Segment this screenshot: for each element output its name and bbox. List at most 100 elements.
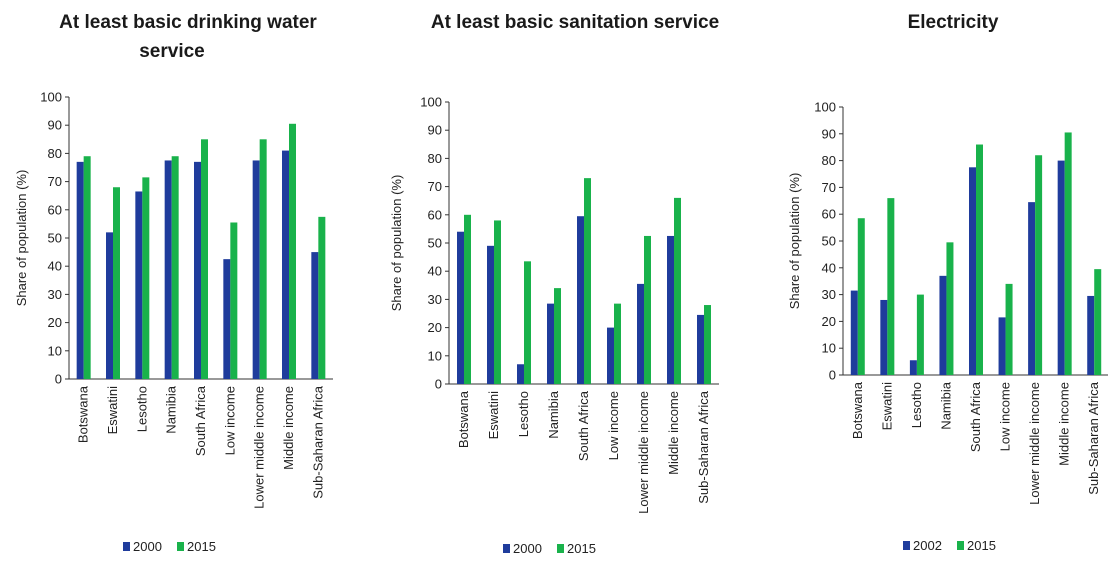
category-label: South Africa <box>193 385 208 456</box>
y-tick-label: 80 <box>48 146 62 161</box>
bar-2002-botswana <box>850 290 858 375</box>
y-axis-label: Share of population (%) <box>389 175 404 312</box>
category-label: Eswatini <box>879 382 894 431</box>
category-label: Namibia <box>938 381 953 429</box>
y-tick-label: 70 <box>48 174 62 189</box>
y-tick-label: 30 <box>428 292 442 307</box>
y-tick-label: 50 <box>822 234 836 249</box>
y-tick-label: 100 <box>420 95 442 110</box>
category-label: Lower middle income <box>252 386 267 509</box>
legend-label: 2000 <box>133 539 162 554</box>
category-label: Lesotho <box>909 382 924 428</box>
y-tick-label: 70 <box>428 179 442 194</box>
y-tick-label: 70 <box>822 180 836 195</box>
chart-title: service <box>139 41 205 62</box>
bar-2002-sub-saharan-africa <box>1087 295 1095 375</box>
category-label: Lesotho <box>516 391 531 437</box>
legend-swatch <box>903 541 910 550</box>
chart-title: At least basic drinking water <box>59 12 317 33</box>
legend-swatch <box>177 542 184 551</box>
category-label: Middle income <box>281 386 296 470</box>
y-tick-label: 0 <box>435 377 442 392</box>
legend-label: 2002 <box>913 538 942 553</box>
y-tick-label: 10 <box>48 343 62 358</box>
y-tick-label: 60 <box>428 207 442 222</box>
bar-2015-sub-saharan-africa <box>1094 269 1102 375</box>
category-label: Lesotho <box>134 386 149 432</box>
bar-2000-namibia <box>164 160 172 379</box>
chart-panel-2: At least basic sanitation service 0 10 20 30… <box>389 12 719 556</box>
bar-2015-lesotho <box>524 261 531 384</box>
y-tick-label: 40 <box>822 260 836 275</box>
category-label: Namibia <box>164 385 179 433</box>
category-label: Low income <box>606 391 621 460</box>
category-label: Sub-Saharan Africa <box>1086 381 1101 495</box>
y-tick-label: 50 <box>48 231 62 246</box>
bar-2000-middle-income <box>282 150 289 379</box>
bar-2015-low-income <box>230 222 238 379</box>
bar-2015-lesotho <box>916 294 924 375</box>
bar-2015-namibia <box>946 242 954 375</box>
category-label: Lower middle income <box>636 391 651 514</box>
y-tick-label: 80 <box>822 153 836 168</box>
bar-2000-eswatini <box>106 232 113 379</box>
bar-2002-low-income <box>998 317 1006 375</box>
y-tick-label: 10 <box>822 341 836 356</box>
category-label: Sub-Saharan Africa <box>310 385 325 499</box>
y-tick-label: 50 <box>428 236 442 251</box>
category-label: South Africa <box>968 381 983 452</box>
y-tick-label: 20 <box>428 320 442 335</box>
bar-2015-eswatini <box>113 187 120 379</box>
bar-2015-south-africa <box>201 139 208 379</box>
y-tick-label: 40 <box>48 259 62 274</box>
bar-2015-middle-income <box>674 197 681 384</box>
bar-2000-south-africa <box>577 216 584 384</box>
category-label: Eswatini <box>486 391 501 440</box>
y-tick-label: 90 <box>822 126 836 141</box>
chart-title: At least basic sanitation service <box>431 12 719 33</box>
legend-label: 2015 <box>567 541 596 556</box>
category-label: Sub-Saharan Africa <box>696 390 711 504</box>
bar-2000-middle-income <box>667 235 674 384</box>
category-label: Low income <box>998 382 1013 451</box>
y-tick-label: 90 <box>48 118 62 133</box>
legend-swatch <box>503 544 510 553</box>
y-tick-label: 20 <box>822 314 836 329</box>
bar-2015-lower-middle-income <box>644 235 651 384</box>
bar-2015-sub-saharan-africa <box>704 305 711 384</box>
bar-2015-lower-middle-income <box>259 139 267 379</box>
category-label: Eswatini <box>105 386 120 435</box>
bar-2000-lesotho <box>517 364 524 384</box>
bar-2015-botswana <box>83 156 91 379</box>
bar-2000-eswatini <box>487 245 494 384</box>
bar-2000-low-income <box>223 259 231 379</box>
y-tick-label: 30 <box>822 287 836 302</box>
category-label: Namibia <box>546 390 561 438</box>
y-tick-label: 40 <box>428 264 442 279</box>
y-axis-label: Share of population (%) <box>14 170 29 307</box>
bar-2015-low-income <box>614 303 621 384</box>
bar-2015-namibia <box>554 288 561 384</box>
y-tick-label: 0 <box>55 372 62 387</box>
bar-2015-lesotho <box>142 177 150 379</box>
bar-2000-lesotho <box>135 191 143 379</box>
bar-2002-middle-income <box>1057 160 1065 375</box>
y-tick-label: 60 <box>822 207 836 222</box>
bar-2002-south-africa <box>969 167 976 375</box>
category-label: South Africa <box>576 390 591 461</box>
bar-2015-sub-saharan-africa <box>318 216 326 379</box>
y-tick-label: 60 <box>48 202 62 217</box>
legend-label: 2000 <box>513 541 542 556</box>
category-label: Low income <box>222 386 237 455</box>
bar-2015-botswana <box>464 214 471 384</box>
bar-2002-namibia <box>939 275 947 375</box>
y-tick-label: 30 <box>48 287 62 302</box>
y-tick-label: 90 <box>428 123 442 138</box>
bar-2000-lower-middle-income <box>252 160 260 379</box>
bar-2015-south-africa <box>976 144 983 375</box>
bar-2015-low-income <box>1005 283 1013 375</box>
bar-2015-botswana <box>857 218 865 375</box>
bar-2000-south-africa <box>194 161 201 379</box>
bar-2015-middle-income <box>289 123 296 379</box>
y-tick-label: 10 <box>428 348 442 363</box>
